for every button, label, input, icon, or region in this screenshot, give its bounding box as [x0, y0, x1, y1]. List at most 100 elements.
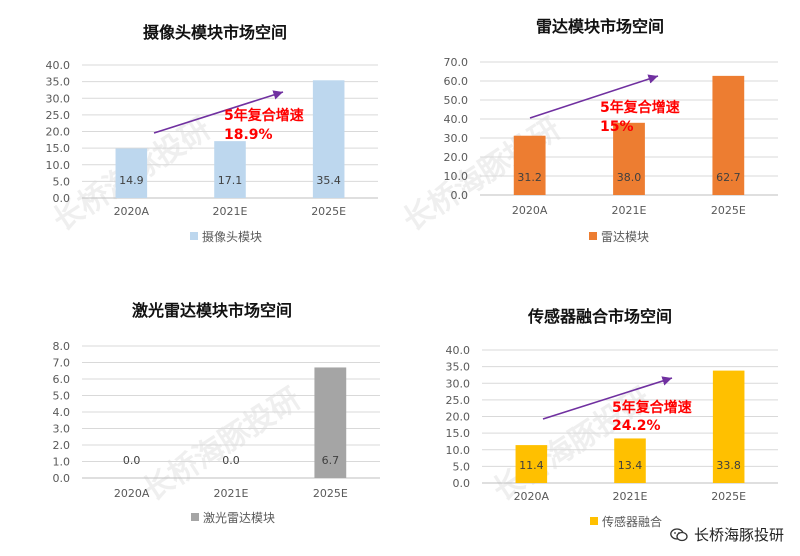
- growth-arrow: [153, 90, 284, 134]
- bar: [613, 122, 645, 195]
- y-tick-label: 20.0: [446, 411, 471, 424]
- cagr-label: 5年复合增速: [224, 107, 304, 124]
- legend-swatch: [589, 232, 597, 240]
- growth-arrow: [542, 376, 673, 420]
- y-tick-label: 70.0: [444, 56, 469, 69]
- x-tick-label: 2025E: [313, 487, 348, 500]
- x-tick-label: 2020A: [512, 204, 548, 217]
- bar: [614, 438, 646, 483]
- chart-title: 摄像头模块市场空间: [143, 23, 287, 42]
- y-tick-label: 30.0: [46, 92, 71, 105]
- y-tick-label: 60.0: [444, 75, 469, 88]
- y-tick-label: 7.0: [53, 357, 71, 370]
- x-tick-label: 2021E: [214, 487, 249, 500]
- data-label: 6.7: [322, 454, 340, 467]
- y-tick-label: 20.0: [444, 151, 469, 164]
- cagr-label: 5年复合增速: [600, 99, 680, 116]
- data-label: 33.8: [716, 459, 741, 472]
- data-label: 0.0: [123, 454, 141, 467]
- data-label: 0.0: [222, 454, 240, 467]
- data-label: 38.0: [617, 171, 642, 184]
- chart-radar-module: 雷达模块市场空间 0.0 10.0 20.0 30.0 40.0 50.0 60.0 70.0 3…: [400, 0, 800, 276]
- cagr-value: 24.2%: [612, 418, 661, 434]
- bar: [115, 148, 148, 198]
- x-tick-label: 2025E: [311, 205, 346, 218]
- data-label: 11.4: [519, 459, 544, 472]
- x-tick-label: 2025E: [711, 204, 746, 217]
- y-tick-label: 6.0: [53, 373, 71, 386]
- chart-svg: 雷达模块市场空间 0.0 10.0 20.0 30.0 40.0 50.0 60.0 70.0 3…: [444, 17, 778, 244]
- y-tick-label: 40.0: [46, 59, 71, 72]
- x-tick-label: 2020A: [514, 490, 550, 503]
- data-label: 35.4: [316, 174, 341, 187]
- y-tick-label: 40.0: [446, 344, 471, 357]
- y-tick-label: 10.0: [46, 159, 71, 172]
- bar: [712, 75, 745, 195]
- x-tick-label: 2021E: [213, 205, 248, 218]
- chart-title: 传感器融合市场空间: [527, 307, 672, 326]
- y-tick-label: 0.0: [53, 472, 71, 485]
- y-tick-label: 35.0: [446, 361, 471, 374]
- y-tick-label: 0.0: [453, 477, 471, 490]
- y-tick-label: 4.0: [53, 406, 71, 419]
- y-tick-label: 8.0: [53, 340, 71, 353]
- chart-title: 激光雷达模块市场空间: [132, 301, 292, 320]
- y-tick-label: 15.0: [446, 427, 471, 440]
- y-tick-label: 35.0: [46, 76, 71, 89]
- y-tick-label: 30.0: [444, 132, 469, 145]
- growth-arrow: [529, 74, 659, 119]
- y-tick-label: 25.0: [46, 109, 71, 122]
- data-label: 17.1: [218, 174, 243, 187]
- y-tick-label: 5.0: [53, 390, 71, 403]
- legend-label: 雷达模块: [601, 230, 649, 244]
- data-label: 14.9: [119, 174, 144, 187]
- legend-swatch: [191, 513, 199, 521]
- data-label: 13.4: [618, 459, 643, 472]
- y-tick-label: 10.0: [444, 170, 469, 183]
- y-tick-label: 3.0: [53, 423, 71, 436]
- brand-name: 长桥海豚投研: [693, 526, 784, 544]
- x-tick-label: 2020A: [114, 487, 150, 500]
- bar: [515, 445, 548, 483]
- legend-label: 传感器融合: [602, 514, 662, 529]
- chart-svg: 摄像头模块市场空间 0.0 5.0 10.0 15.0 20.0 25.0 30.0 35.0 4…: [46, 23, 378, 244]
- y-tick-label: 10.0: [446, 444, 471, 457]
- data-label: 62.7: [716, 171, 741, 184]
- bar: [712, 370, 745, 483]
- cagr-value: 18.9%: [224, 127, 273, 143]
- chart-camera-module: 摄像头模块市场空间 0.0 5.0 10.0 15.0 20.0 25.0 30.0 35.0 4…: [0, 0, 400, 276]
- y-tick-label: 25.0: [446, 394, 471, 407]
- y-tick-label: 20.0: [46, 126, 71, 139]
- y-tick-label: 5.0: [453, 460, 471, 473]
- bar: [214, 141, 246, 198]
- chart-svg: 传感器融合市场空间 0.0 5.0 10.0 15.0 20.0 25.0 30.0 35.0 4…: [446, 307, 778, 529]
- cagr-value: 15%: [600, 119, 634, 135]
- bar: [513, 135, 546, 195]
- legend-label: 激光雷达模块: [203, 511, 275, 525]
- data-label: 31.2: [517, 171, 542, 184]
- legend-swatch: [190, 232, 198, 240]
- y-tick-label: 15.0: [46, 142, 71, 155]
- legend-swatch: [590, 517, 598, 525]
- bar: [314, 367, 347, 478]
- bar: [312, 80, 345, 198]
- y-tick-label: 50.0: [444, 94, 469, 107]
- x-tick-label: 2025E: [711, 490, 746, 503]
- x-tick-label: 2021E: [613, 490, 648, 503]
- legend-label: 摄像头模块: [202, 229, 262, 244]
- wechat-icon: [670, 527, 688, 541]
- x-tick-label: 2021E: [612, 204, 647, 217]
- chart-title: 雷达模块市场空间: [536, 17, 664, 36]
- x-tick-label: 2020A: [114, 205, 150, 218]
- cagr-label: 5年复合增速: [612, 399, 692, 416]
- chart-svg: 激光雷达模块市场空间 0.0 1.0 2.0 3.0 4.0 5.0 6.0 7.0 8.0 0.0…: [53, 301, 380, 525]
- y-tick-label: 40.0: [444, 113, 469, 126]
- footer-brand: 长桥海豚投研: [665, 523, 788, 546]
- y-tick-label: 1.0: [53, 456, 71, 469]
- y-tick-label: 0.0: [53, 192, 71, 205]
- y-tick-label: 2.0: [53, 439, 71, 452]
- y-tick-label: 5.0: [53, 175, 71, 188]
- y-tick-label: 30.0: [446, 377, 471, 390]
- chart-lidar-module: 激光雷达模块市场空间 0.0 1.0 2.0 3.0 4.0 5.0 6.0 7.0 8.0 0.0…: [0, 276, 400, 552]
- chart-sensor-fusion: 传感器融合市场空间 0.0 5.0 10.0 15.0 20.0 25.0 30.0 35.0 4…: [400, 276, 800, 552]
